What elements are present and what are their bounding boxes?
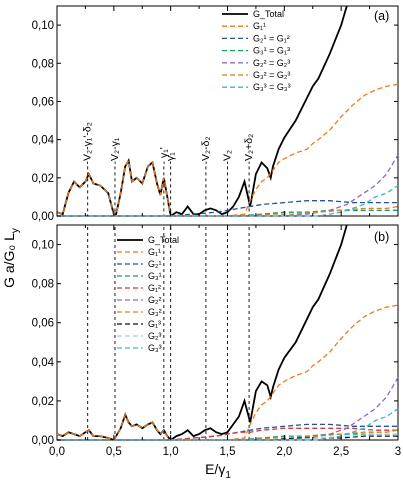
vline-label-6: -V₂+δ₂: [243, 134, 255, 165]
legend-label-0-5: G₃² = G₂³: [253, 70, 290, 80]
legend-label-0-2: G₂¹ = G₁²: [253, 33, 290, 43]
y-tick-label-0-3: 0,06: [32, 96, 54, 108]
legend-label-1-4: G₁²: [148, 283, 161, 293]
panel-b-label: (b): [374, 230, 389, 244]
series-line-p0-3: [57, 209, 398, 217]
vline-label-4: -V₂-δ₂: [200, 136, 212, 164]
y-axis-label: G a/G₀ Ly: [1, 228, 21, 288]
legend-label-0-3: G₃¹ = G₁³: [253, 46, 290, 56]
legend-label-1-0: G_Total: [148, 235, 179, 245]
x-tick-label-1: 0,5: [106, 446, 122, 458]
y-tick-label-1-4: 0,08: [32, 279, 54, 291]
series-line-p1-6: [57, 429, 399, 441]
series-line-p0-0: [56, 5, 348, 218]
x-tick-label-4: 2,0: [276, 446, 292, 458]
y-tick-label-0-4: 0,08: [32, 58, 54, 70]
legend-label-1-3: G₃¹: [148, 271, 162, 281]
series-line-p1-8: [57, 433, 398, 441]
x-axis-label: E/γ1: [205, 461, 231, 481]
legend-label-1-2: G₂¹: [148, 259, 162, 269]
x-tick-label-2: 1,0: [163, 446, 179, 458]
x-tick-label-3: 1,5: [220, 446, 236, 458]
vline-label-0: -V₂-γ₁'-δ₂: [82, 122, 94, 164]
series-line-p1-0: [56, 224, 348, 442]
y-tick-label-1-2: 0,04: [32, 357, 55, 369]
legend-label-0-6: G₃³ = G₃³: [253, 82, 291, 92]
y-tick-label-0-0: 0,00: [32, 211, 54, 223]
y-tick-label-1-0: 0,00: [32, 435, 54, 447]
legend-label-1-7: G₁³: [148, 319, 161, 329]
series-line-p1-1: [56, 304, 399, 441]
y-tick-label-0-5: 0,10: [32, 20, 54, 32]
y-tick-label-1-5: 0,10: [32, 240, 54, 252]
legend-label-1-9: G₃³: [148, 343, 162, 353]
vline-label-1: -V₂-γ₁: [109, 137, 121, 164]
x-tick-label-0: 0,0: [49, 446, 65, 458]
legend-label-0-0: G_Total: [253, 9, 284, 19]
x-tick-label-6: 3: [395, 446, 401, 458]
legend-label-0-1: G₁¹: [253, 21, 266, 31]
vline-label-3: -γ₁: [165, 152, 177, 165]
y-tick-label-1-1: 0,02: [32, 396, 54, 408]
vline-label-5: -V₂: [222, 150, 234, 165]
legend-label-1-6: G₃²: [148, 307, 162, 317]
vline-label-2: - γ₁': [158, 147, 170, 164]
series-line-p0-2: [57, 200, 398, 217]
series-line-p0-6: [57, 184, 399, 217]
series-line-p1-4: [57, 427, 398, 441]
panel-a-label: (a): [374, 9, 389, 23]
legend-label-1-5: G₂²: [148, 295, 162, 305]
series-line-p1-3: [57, 433, 398, 441]
legend-label-0-4: G₂² = G₂³: [253, 58, 290, 68]
series-line-p1-9: [57, 408, 399, 441]
legend-label-1-1: G₁¹: [148, 247, 161, 257]
x-tick-label-5: 2,5: [333, 446, 349, 458]
y-tick-label-1-3: 0,06: [32, 318, 54, 330]
legend-label-1-8: G₂³: [148, 331, 162, 341]
y-tick-label-0-2: 0,04: [32, 135, 55, 147]
y-tick-label-0-1: 0,02: [32, 173, 54, 185]
